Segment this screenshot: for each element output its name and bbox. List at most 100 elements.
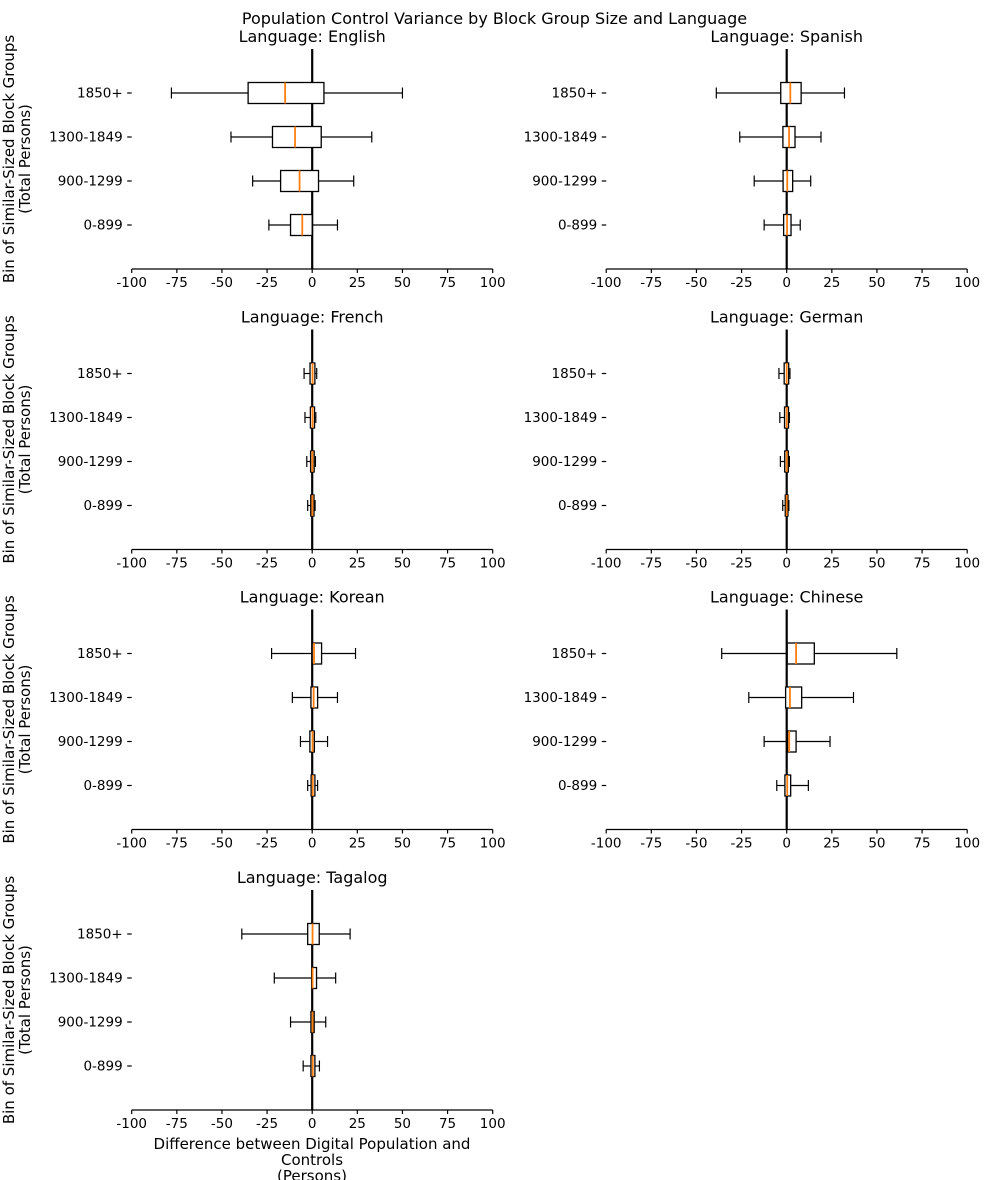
x-tick-label: 75 [913,836,930,852]
x-tick-label: -25 [731,275,753,291]
y-tick-label: 1300-1849 [49,690,123,706]
y-tick-label: 0-899 [83,1059,122,1075]
y-axis-label-line1: Bin of Similar-Sized Block Groups [0,315,18,563]
y-axis-label-line1: Bin of Similar-Sized Block Groups [0,595,18,843]
x-tick-label: -50 [211,1116,233,1132]
x-tick-label: -25 [256,556,278,572]
subplot-title: Language: German [710,308,864,327]
y-tick-label: 0-899 [83,218,122,234]
y-tick-label: 1850+ [552,366,598,382]
x-tick-label: 25 [823,836,840,852]
x-axis-label: Difference between Digital Population an… [131,1136,493,1180]
y-axis-label-line1: Bin of Similar-Sized Block Groups [0,876,18,1124]
x-tick-label: 50 [868,275,885,291]
x-tick-label: 0 [782,275,791,291]
y-tick-label: 1850+ [77,927,123,943]
figure-title: Population Control Variance by Block Gro… [241,9,748,28]
x-tick-label: -50 [211,275,233,291]
x-tick-label: 75 [913,556,930,572]
y-tick-label: 0-899 [558,498,597,514]
x-tick-label: 100 [480,836,506,852]
x-tick-label: -25 [256,1116,278,1132]
x-tick-label: 25 [823,275,840,291]
y-tick-label: 0-899 [83,778,122,794]
y-tick-label: 1300-1849 [49,971,123,987]
x-tick-label: -50 [211,836,233,852]
x-tick-label: 0 [308,836,317,852]
x-tick-label: -100 [591,556,622,572]
x-tick-label: 50 [394,836,411,852]
x-tick-label: 50 [868,836,885,852]
x-tick-label: -25 [256,275,278,291]
x-tick-label: -75 [166,556,188,572]
x-tick-label: 75 [439,556,456,572]
y-tick-label: 1300-1849 [524,690,598,706]
box-iqr [786,730,797,753]
x-tick-label: 25 [349,836,366,852]
x-tick-label: 50 [394,1116,411,1132]
box-iqr [271,125,322,149]
x-tick-label: -100 [116,1116,147,1132]
box-iqr [307,922,320,946]
y-axis-label-line2: (Total Persons) [16,665,34,775]
x-tick-label: 100 [954,556,980,572]
x-tick-label: -100 [591,275,622,291]
x-tick-label: 0 [308,275,317,291]
x-axis-label-line1: Difference between Digital Population an… [153,1135,471,1169]
x-tick-label: 100 [954,836,980,852]
y-axis-label-line2: (Total Persons) [16,104,34,214]
box-iqr [311,966,318,990]
y-tick-label: 0-899 [83,498,122,514]
x-tick-label: -25 [731,836,753,852]
x-axis-label-line2: (Persons) [277,1167,347,1180]
y-tick-label: 900-1299 [58,1015,123,1031]
x-tick-label: -50 [685,836,707,852]
y-tick-label: 1300-1849 [524,410,598,426]
subplot-title: Language: French [241,308,384,327]
subplot-title: Language: Chinese [710,588,863,607]
y-tick-label: 1300-1849 [49,410,123,426]
y-tick-label: 1300-1849 [524,130,598,146]
box-iqr [786,642,815,665]
subplot-title: Language: Spanish [710,27,863,46]
y-axis-label-line2: (Total Persons) [16,945,34,1055]
x-tick-label: 25 [823,556,840,572]
x-tick-label: -25 [731,556,753,572]
box-iqr [311,642,323,665]
x-tick-label: -50 [685,556,707,572]
subplot-title: Language: English [239,27,386,46]
y-tick-label: 900-1299 [58,454,123,470]
x-tick-label: -75 [166,275,188,291]
x-tick-label: -75 [640,275,662,291]
x-tick-label: -75 [166,836,188,852]
y-tick-label: 900-1299 [58,174,123,190]
x-tick-label: -50 [685,275,707,291]
y-tick-label: 0-899 [558,218,597,234]
x-tick-label: 0 [782,836,791,852]
y-tick-label: 0-899 [558,778,597,794]
x-tick-label: 25 [349,275,366,291]
x-tick-label: 0 [308,556,317,572]
x-tick-label: -75 [640,836,662,852]
y-tick-label: 1300-1849 [49,130,123,146]
x-tick-label: 75 [913,275,930,291]
x-tick-label: -100 [116,556,147,572]
y-tick-label: 1850+ [77,366,123,382]
box-iqr [784,686,803,709]
y-tick-label: 1850+ [77,646,123,662]
x-tick-label: 50 [394,275,411,291]
x-tick-label: 100 [954,275,980,291]
x-tick-label: 100 [480,556,506,572]
y-tick-label: 900-1299 [532,734,597,750]
x-tick-label: 75 [439,275,456,291]
x-tick-label: 50 [868,556,885,572]
x-tick-label: 25 [349,1116,366,1132]
x-tick-label: -75 [640,556,662,572]
x-tick-label: -50 [211,556,233,572]
x-tick-label: -100 [116,836,147,852]
x-tick-label: -100 [591,836,622,852]
x-tick-label: -25 [256,836,278,852]
x-tick-label: 100 [480,275,506,291]
x-tick-label: 50 [394,556,411,572]
